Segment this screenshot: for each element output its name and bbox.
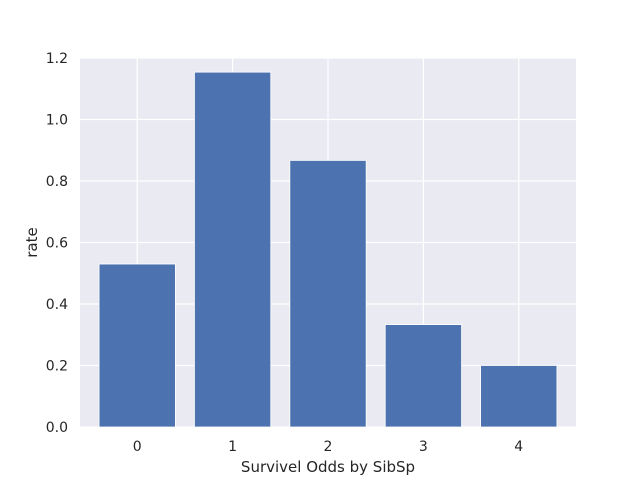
y-tick-label: 0.6 <box>46 236 68 252</box>
x-tick-label: 3 <box>419 439 428 455</box>
y-axis-label: rate <box>23 227 41 257</box>
x-tick-label: 2 <box>324 439 333 455</box>
bar-4 <box>480 365 558 428</box>
bar-1 <box>194 71 272 428</box>
y-tick-label: 1.0 <box>46 113 68 129</box>
bar-0 <box>98 263 176 428</box>
y-tick-label: 0.4 <box>46 297 68 313</box>
y-tick-label: 0.0 <box>46 420 68 436</box>
y-tick-label: 0.2 <box>46 359 68 375</box>
y-tick-label: 0.8 <box>46 174 68 190</box>
x-tick-label: 4 <box>514 439 523 455</box>
y-tick-label: 1.2 <box>46 51 68 67</box>
x-tick-label: 0 <box>133 439 142 455</box>
x-axis-label: Survivel Odds by SibSp <box>241 458 415 476</box>
bars <box>98 71 558 428</box>
bar-3 <box>384 324 462 428</box>
x-tick-label: 1 <box>228 439 237 455</box>
y-tick-labels: 0.0 0.2 0.4 0.6 0.8 1.0 1.2 <box>46 51 68 436</box>
bar-2 <box>289 159 367 428</box>
x-tick-labels: 0 1 2 3 4 <box>133 439 524 455</box>
